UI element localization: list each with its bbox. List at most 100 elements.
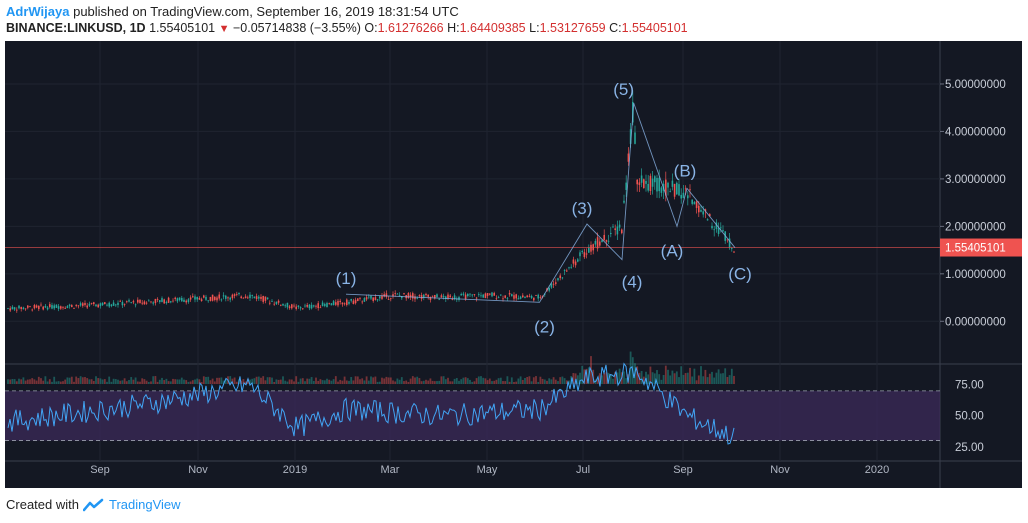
author-name[interactable]: AdrWijaya [6, 4, 70, 19]
candle-body [154, 298, 157, 304]
candle-body [260, 296, 262, 299]
volume-bar [407, 381, 410, 384]
candle-body [337, 300, 339, 306]
volume-bar [359, 379, 361, 384]
candle-body [368, 296, 370, 298]
volume-bar [125, 381, 128, 384]
volume-bar [524, 377, 526, 384]
candle-body [519, 296, 522, 299]
volume-bar [662, 375, 665, 384]
price-chart[interactable]: Sep Nov 2019 Mar May Jul Sep Nov 2020 0.00000000 1… [5, 41, 1022, 488]
candle-body [489, 293, 491, 295]
volume-bar [678, 377, 680, 384]
volume-bar [81, 377, 84, 384]
volume-bar [658, 374, 661, 384]
candle-body [517, 298, 520, 300]
volume-bar [680, 366, 683, 384]
volume-bar [363, 380, 366, 384]
candle-body [500, 294, 502, 296]
candle-body [612, 226, 614, 228]
candle-body [207, 300, 209, 302]
candle-body [341, 302, 344, 305]
candle-body [38, 305, 40, 310]
volume-bar [675, 371, 678, 384]
candle-body [29, 306, 31, 307]
volume-bar [381, 377, 383, 384]
candle-body [394, 293, 396, 295]
candle-body [240, 296, 242, 298]
candle-body [480, 295, 482, 297]
volume-bar [469, 379, 471, 384]
volume-bar [623, 371, 625, 384]
tradingview-brand[interactable]: TradingView [108, 497, 181, 512]
candle-body [698, 205, 700, 213]
candle-body [145, 302, 148, 304]
candle-body [640, 175, 643, 183]
candle-body [449, 295, 451, 298]
volume-bar [141, 378, 144, 384]
candle-body [614, 228, 616, 231]
candle-body [522, 295, 524, 298]
candle-body [702, 211, 704, 215]
volume-bar [68, 377, 71, 384]
candle-body [310, 304, 313, 309]
volume-bar [253, 378, 256, 384]
candle-body [726, 239, 729, 241]
candle-body [141, 302, 143, 304]
candle-body [625, 182, 627, 190]
candle-body [255, 296, 258, 299]
candle-body [601, 240, 603, 243]
rsi-tick-label: 25.00 [955, 442, 984, 454]
candle-body [372, 297, 374, 301]
volume-bar [161, 377, 163, 384]
candle-body [493, 292, 495, 296]
wave-label: (B) [674, 161, 697, 180]
candle-body [181, 297, 183, 302]
volume-bar [416, 376, 419, 384]
volume-bar [44, 376, 47, 384]
candle-body [214, 296, 216, 300]
volume-bar [205, 376, 207, 384]
candle-body [414, 296, 416, 300]
candle-body [51, 305, 53, 309]
candle-body [271, 301, 273, 302]
volume-bar [425, 379, 427, 384]
candle-body [643, 179, 645, 189]
volume-bar [711, 371, 713, 384]
volume-bar [172, 378, 174, 384]
candle-body [269, 302, 271, 304]
volume-bar [312, 380, 315, 384]
candle-body [427, 294, 429, 297]
volume-bar [114, 379, 117, 384]
volume-bar [376, 381, 379, 384]
volume-bar [275, 379, 278, 384]
volume-bar [601, 375, 603, 384]
volume-bar [18, 378, 20, 384]
candle-body [462, 293, 465, 295]
volume-bar [576, 375, 579, 384]
candle-body [379, 296, 381, 299]
candle-body [315, 305, 317, 307]
candle-body [253, 296, 256, 299]
candle-body [93, 302, 95, 305]
volume-bar [352, 380, 355, 384]
volume-bar [719, 373, 722, 384]
candle-body [445, 296, 447, 299]
publish-info: published on TradingView.com, September … [73, 4, 459, 19]
wave-label: (C) [728, 265, 752, 284]
candle-body [596, 237, 599, 249]
volume-bar [387, 377, 390, 384]
candle-body [302, 308, 304, 310]
volume-bar [341, 380, 344, 384]
volume-bar [348, 380, 350, 384]
volume-bar [295, 376, 298, 384]
candle-body [227, 297, 229, 299]
symbol-label: BINANCE:LINKUSD, 1D [6, 21, 146, 35]
candle-body [66, 306, 69, 309]
candle-body [495, 298, 498, 300]
volume-bar [431, 380, 434, 384]
candle-body [504, 295, 506, 298]
candle-body [607, 240, 610, 242]
volume-bar [664, 365, 667, 384]
candle-body [176, 298, 179, 302]
